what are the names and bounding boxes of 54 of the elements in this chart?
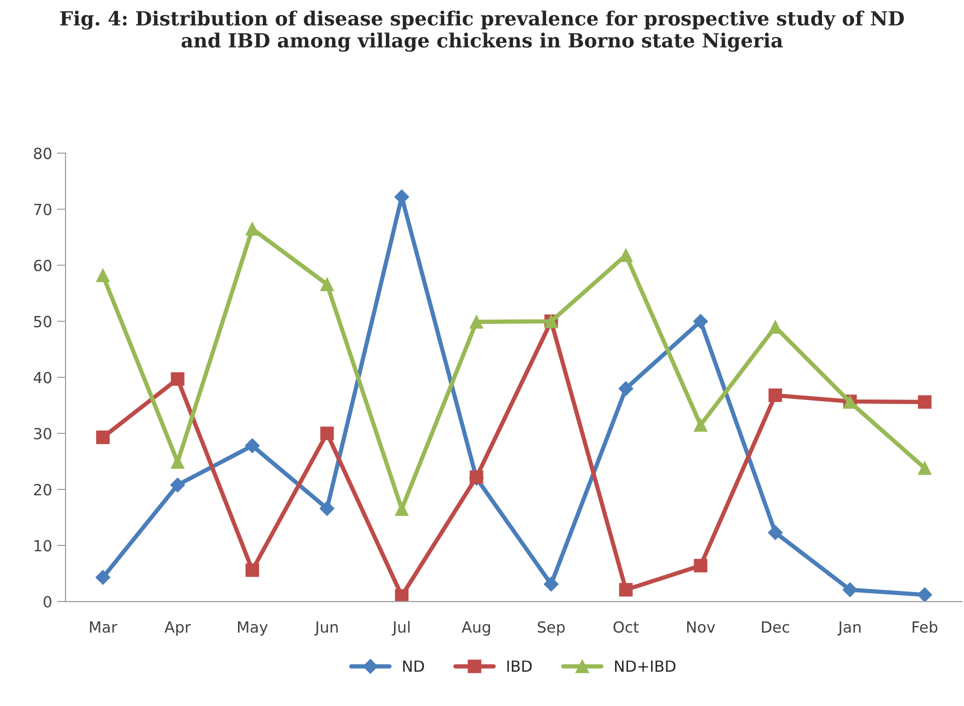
y-tick-label: 30 <box>34 428 52 440</box>
point <box>320 278 334 292</box>
x-tick-label: Dec <box>762 621 790 633</box>
x-tick-label: May <box>238 621 268 636</box>
y-tick-label: 50 <box>34 316 52 328</box>
point <box>768 525 783 540</box>
point <box>96 268 110 282</box>
y-tick-label: 70 <box>34 204 52 216</box>
point <box>918 395 932 409</box>
x-tick-label: Mar <box>90 621 118 633</box>
point <box>96 430 110 444</box>
point <box>917 587 932 602</box>
y-tick-label: 0 <box>44 596 52 608</box>
legend-label: ND+IBD <box>615 660 676 672</box>
point <box>768 388 782 402</box>
point <box>768 320 782 334</box>
y-tick-label: 40 <box>34 372 52 384</box>
x-tick-label: Oct <box>614 621 639 633</box>
y-tick-label: 60 <box>34 260 52 272</box>
y-tick-label: 10 <box>34 540 52 552</box>
x-tick-label: Feb <box>912 620 938 633</box>
point <box>618 381 634 396</box>
point <box>246 222 260 236</box>
point <box>918 461 932 475</box>
x-tick-label: Sep <box>538 621 565 636</box>
point <box>693 314 708 329</box>
point <box>170 478 186 492</box>
point <box>619 582 633 597</box>
legend-label: IBD <box>507 660 532 672</box>
point <box>96 570 110 585</box>
legend-label: ND <box>403 660 424 672</box>
x-tick-label: Aug <box>462 621 490 636</box>
point <box>470 315 484 329</box>
point <box>619 248 633 262</box>
point <box>544 576 559 592</box>
point <box>394 589 409 602</box>
point <box>170 455 184 469</box>
y-tick-label: 20 <box>34 484 52 496</box>
x-tick-label: Jan <box>837 621 860 636</box>
point <box>320 426 334 440</box>
point <box>694 558 708 572</box>
x-tick-label: Apr <box>164 621 191 636</box>
point <box>320 501 334 516</box>
point <box>842 582 858 598</box>
chart-title: Fig. 4: Distribution of disease specific prevalence for prospective study of ND and IBD among village chickens in Borno state Nigeria <box>60 10 904 52</box>
y-tick-label: 80 <box>34 148 52 160</box>
x-tick-label: Nov <box>687 621 716 633</box>
point <box>694 418 708 432</box>
point <box>170 372 184 386</box>
x-tick-label: Jun <box>314 621 338 636</box>
point <box>244 438 260 454</box>
point <box>394 502 409 516</box>
x-tick-label: Jul <box>392 620 410 636</box>
point <box>246 563 260 577</box>
